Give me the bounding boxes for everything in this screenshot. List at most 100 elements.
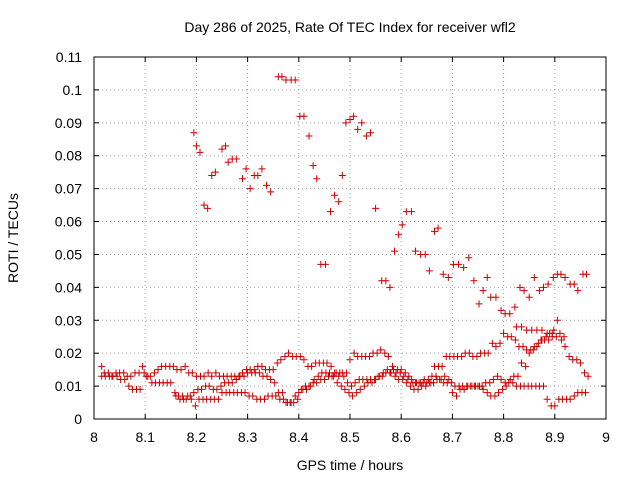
data-point <box>326 369 334 377</box>
data-point <box>181 362 189 370</box>
data-point <box>473 352 481 360</box>
data-point <box>543 395 551 403</box>
data-point <box>379 369 387 377</box>
x-tick-label: 8.7 <box>443 429 463 445</box>
data-point <box>399 376 407 384</box>
data-point <box>267 376 275 384</box>
data-point <box>333 379 341 387</box>
data-point <box>300 356 308 364</box>
data-point <box>421 250 429 258</box>
data-point <box>343 379 351 387</box>
data-point <box>242 165 250 173</box>
data-point <box>335 198 343 206</box>
data-point <box>425 267 433 275</box>
data-point <box>287 399 295 407</box>
data-point <box>520 287 528 295</box>
data-point <box>570 280 578 288</box>
data-point <box>305 132 313 140</box>
data-point <box>538 326 546 334</box>
data-point <box>214 395 222 403</box>
data-point <box>241 389 249 397</box>
data-point <box>246 185 254 193</box>
data-point <box>535 287 543 295</box>
data-point <box>222 142 230 150</box>
x-tick-label: 8.2 <box>187 429 207 445</box>
data-point <box>187 395 195 403</box>
data-point <box>492 293 500 301</box>
data-point <box>267 188 275 196</box>
data-point <box>372 204 380 212</box>
data-point <box>240 372 248 380</box>
data-point <box>511 336 519 344</box>
data-point <box>281 352 289 360</box>
data-point <box>224 158 232 166</box>
data-point <box>362 132 370 140</box>
data-point <box>530 273 538 281</box>
data-point <box>465 254 473 262</box>
data-point <box>557 270 565 278</box>
data-point <box>313 175 321 183</box>
data-point <box>200 372 208 380</box>
data-point <box>295 389 303 397</box>
data-point <box>422 382 430 390</box>
data-point <box>566 395 574 403</box>
data-point <box>314 372 322 380</box>
tick-labels: 8 8.1 8.2 8.3 8.4 8.5 8.6 8.7 8.8 8.9 9 0 0.01 0.02 0.… <box>55 49 610 445</box>
data-point <box>494 389 502 397</box>
data-point <box>238 175 246 183</box>
data-point <box>561 343 569 351</box>
data-point <box>180 395 188 403</box>
data-point <box>120 369 128 377</box>
data-point <box>540 382 548 390</box>
data-point <box>263 372 271 380</box>
x-tick-label: 8.6 <box>391 429 411 445</box>
data-point <box>212 369 220 377</box>
data-point <box>358 119 366 127</box>
data-point <box>381 349 389 357</box>
data-point <box>412 247 420 255</box>
data-point <box>291 392 299 400</box>
data-point <box>139 362 147 370</box>
data-point <box>583 270 591 278</box>
data-point <box>455 260 463 268</box>
data-point <box>278 73 286 81</box>
data-point <box>125 382 133 390</box>
data-point <box>483 389 491 397</box>
x-tick-label: 9 <box>602 429 610 445</box>
data-point <box>190 389 198 397</box>
data-point <box>493 372 501 380</box>
x-axis-label: GPS time / hours <box>297 457 404 473</box>
data-point <box>448 389 456 397</box>
data-point <box>518 323 526 331</box>
data-point <box>514 372 522 380</box>
data-point <box>386 283 394 291</box>
data-point <box>190 129 198 137</box>
data-point <box>491 392 499 400</box>
y-tick-label: 0 <box>74 411 82 427</box>
x-tick-label: 8.8 <box>494 429 514 445</box>
y-tick-label: 0.08 <box>55 148 82 164</box>
data-point <box>377 346 385 354</box>
data-point <box>350 349 358 357</box>
y-tick-label: 0.03 <box>55 312 82 328</box>
data-point <box>278 389 286 397</box>
data-point <box>342 119 350 127</box>
data-point <box>372 376 380 384</box>
data-point <box>307 382 315 390</box>
data-point <box>113 372 121 380</box>
data-point <box>213 385 221 393</box>
data-point <box>476 382 484 390</box>
data-point <box>398 221 406 229</box>
data-point <box>258 362 266 370</box>
data-point <box>350 112 358 120</box>
y-tick-label: 0.04 <box>55 279 82 295</box>
data-point <box>465 349 473 357</box>
data-point <box>208 171 216 179</box>
data-point <box>565 352 573 360</box>
data-point <box>417 379 425 387</box>
data-point <box>255 369 263 377</box>
data-point <box>506 376 514 384</box>
data-point <box>551 402 559 410</box>
data-point <box>441 372 449 380</box>
